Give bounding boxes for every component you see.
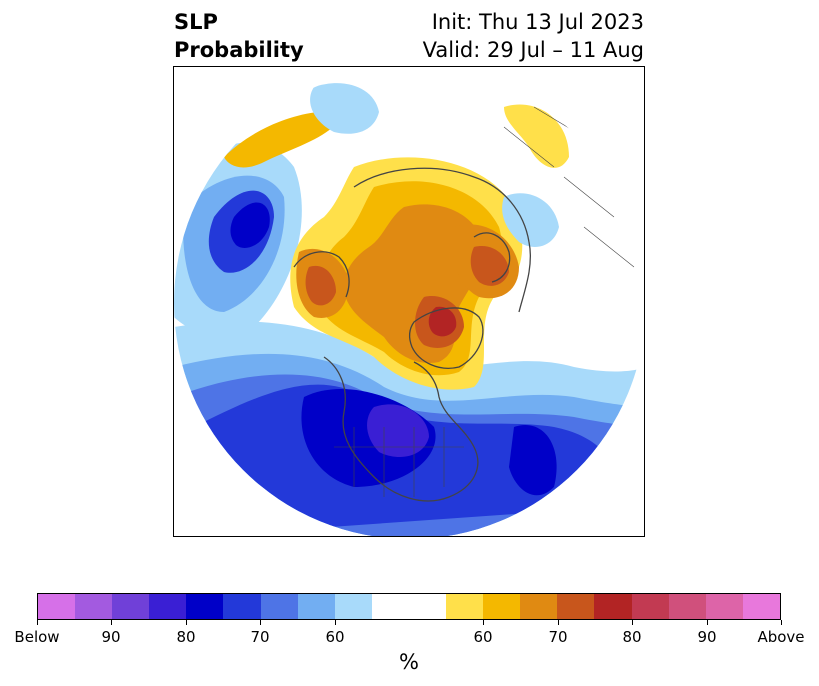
colorbar-swatch [75,594,113,619]
colorbar-swatch [483,594,521,619]
eurasia-coast [353,167,531,313]
colorbar-swatch [446,594,484,619]
atlantic-below-deep [509,425,557,496]
colorbar-tick-label: 90 [101,628,121,646]
colorbar-tick [259,620,261,625]
title-metric: Probability [174,38,304,62]
init-date: Init: Thu 13 Jul 2023 [431,10,644,34]
colorbar-swatch [334,594,372,619]
colorbar-tick-label: 80 [622,628,642,646]
colorbar-swatch [631,594,669,619]
colorbar-tick-label: 60 [473,628,493,646]
colorbar-swatch [260,594,298,619]
pacific-above-band [224,111,344,168]
colorbar-tick-label: Above [757,628,805,646]
colorbar-tick-label: 70 [548,628,568,646]
scandinavia-coast [473,232,511,283]
asia-borders [503,106,635,268]
north-america-coast [323,356,479,502]
map-canvas [174,67,644,536]
colorbar-swatch [112,594,150,619]
asia-below-zone [310,83,379,134]
probability-field [174,67,644,536]
colorbar-swatch [297,594,335,619]
colorbar-swatch [742,594,780,619]
colorbar-swatch [223,594,261,619]
forecast-dates: Init: Thu 13 Jul 2023 Valid: 29 Jul – 11… [423,8,644,64]
colorbar-tick-label: 90 [697,628,717,646]
colorbar-tick [706,620,708,625]
europe-above-band [504,104,569,168]
alaska-above-rust [305,265,336,306]
colorbar-tick [557,620,559,625]
colorbar-tick [482,620,484,625]
colorbar-tick-label: Below [14,628,60,646]
coastlines [293,106,635,502]
colorbar-swatch [668,594,706,619]
probability-map [173,66,645,537]
colorbar-tick [185,620,187,625]
colorbar-swatch [149,594,187,619]
colorbar-swatch [705,594,743,619]
colorbar-unit: % [399,650,419,674]
colorbar-tick-label: 60 [325,628,345,646]
colorbar-tick [631,620,633,625]
pacific-below-deep [230,202,270,248]
colorbar-swatch [38,594,76,619]
alaska-coast [293,251,350,298]
colorbar [37,593,781,620]
us-borders [334,427,464,497]
colorbar-tick [334,620,336,625]
greenland-coast [408,307,484,369]
colorbar-swatch [520,594,558,619]
colorbar-swatch [557,594,595,619]
colorbar-tick-label: 70 [250,628,270,646]
europe-below-zone [502,193,559,247]
scandinavia-above-rust [470,246,509,286]
namerica-below-indigo [367,404,429,457]
colorbar-tick [36,620,38,625]
colorbar-tick-label: 80 [176,628,196,646]
colorbar-swatch [594,594,632,619]
colorbar-swatch [371,594,409,619]
siberia-above-red [428,306,457,337]
valid-range: Valid: 29 Jul – 11 Aug [422,38,644,62]
colorbar-tick [110,620,112,625]
map-title: SLP Probability [174,8,304,64]
colorbar-swatch [408,594,447,619]
colorbar-swatch [186,594,224,619]
title-variable: SLP [174,10,218,34]
colorbar-tick [780,620,782,625]
